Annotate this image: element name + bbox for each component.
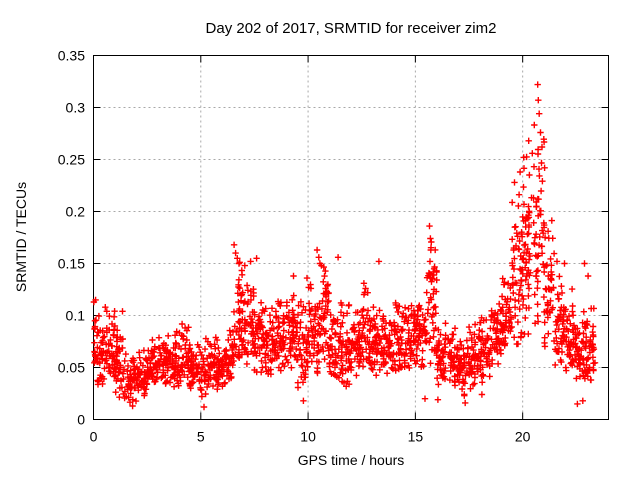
data-points [90,81,599,411]
plot-border [93,55,609,420]
x-tick-label: 10 [300,429,316,445]
y-tick-label: 0.15 [58,256,85,272]
y-tick-label: 0.2 [66,204,86,220]
tick-labels: 0 0.05 0.1 0.15 0.2 0.25 0.3 0.35 0 5 10 15 20 [58,48,531,445]
y-tick-label: 0.35 [58,48,85,64]
y-tick-label: 0.05 [58,360,85,376]
x-tick-label: 15 [408,429,424,445]
x-tick-label: 20 [515,429,531,445]
x-tick-label: 5 [197,429,205,445]
chart-title: Day 202 of 2017, SRMTID for receiver zim… [205,20,497,37]
x-tick-label: 0 [90,429,98,445]
y-tick-label: 0 [77,412,85,428]
y-tick-label: 0.25 [58,152,85,168]
x-axis-label: GPS time / hours [297,452,405,468]
y-tick-label: 0.1 [66,308,86,324]
scatter-markers [90,81,599,411]
y-tick-label: 0.3 [66,100,86,116]
